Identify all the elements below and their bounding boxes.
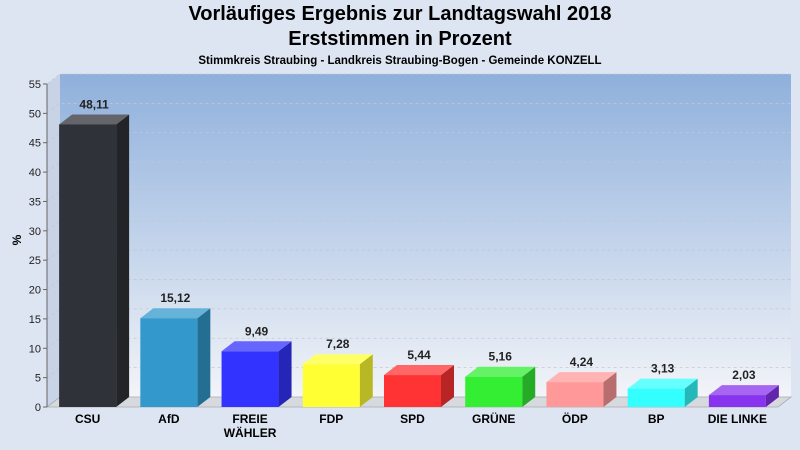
bar-front	[140, 318, 198, 407]
y-tick-label: 55	[29, 79, 41, 91]
bar-side	[441, 365, 454, 407]
x-tick-label: DIE LINKE	[708, 412, 767, 426]
bar-side	[684, 378, 698, 407]
bar-side	[522, 366, 536, 407]
bar-top	[59, 114, 130, 125]
bar	[546, 372, 617, 407]
x-tick-label: ÖDP	[562, 411, 588, 426]
data-label: 9,49	[245, 324, 269, 338]
y-tick-label: 25	[29, 255, 41, 267]
plot-back-wall	[60, 74, 791, 397]
bar	[302, 354, 373, 407]
x-tick-label: AfD	[158, 412, 180, 426]
bar-top	[627, 378, 698, 389]
chart-title: Vorläufiges Ergebnis zur Landtagswahl 20…	[188, 3, 612, 25]
bar-front	[627, 388, 685, 407]
y-axis-label: %	[10, 234, 24, 245]
data-label: 4,24	[570, 355, 594, 369]
bar-front	[546, 382, 604, 407]
bar-top	[384, 365, 454, 376]
y-tick-label: 35	[29, 196, 41, 208]
x-tick-label: SPD	[400, 412, 425, 426]
x-tick-label: FDP	[319, 412, 343, 426]
chart-subtitle: Erststimmen in Prozent	[288, 28, 512, 50]
y-tick-label: 50	[29, 108, 41, 120]
bar	[708, 385, 779, 407]
bar	[140, 308, 211, 407]
x-tick-label: CSU	[75, 412, 100, 426]
bar-top	[708, 385, 779, 396]
data-label: 3,13	[651, 362, 675, 376]
y-tick-label: 45	[29, 138, 41, 150]
data-label: 5,44	[407, 348, 431, 362]
y-tick-label: 10	[29, 343, 41, 355]
bar-top	[221, 341, 292, 352]
y-tick-label: 40	[29, 167, 41, 179]
bar-front	[221, 351, 279, 407]
y-tick-label: 20	[29, 285, 41, 297]
y-tick-label: 0	[35, 402, 41, 414]
y-tick-label: 5	[35, 373, 41, 385]
y-tick-label: 15	[29, 314, 41, 326]
bar	[465, 366, 536, 407]
data-label: 15,12	[160, 291, 190, 305]
bar	[627, 378, 698, 407]
bar-front	[384, 375, 441, 407]
bar-top	[302, 354, 373, 365]
plot-left-wall	[47, 74, 60, 407]
bar-front	[465, 376, 523, 407]
y-tick-label: 30	[29, 226, 41, 238]
bar	[221, 341, 292, 407]
data-label: 48,11	[79, 97, 109, 111]
chart-region-subtitle: Stimmkreis Straubing - Landkreis Straubi…	[198, 55, 602, 67]
bar	[384, 365, 454, 407]
data-label: 5,16	[489, 350, 513, 364]
bar-front	[302, 364, 360, 407]
data-label: 7,28	[326, 337, 350, 351]
data-label: 2,03	[732, 368, 756, 382]
bar-front	[59, 124, 117, 408]
bar-side	[197, 308, 211, 407]
x-tick-label: FREIE WÄHLER	[224, 412, 277, 440]
x-tick-label: BP	[648, 412, 665, 426]
bar-top	[465, 366, 536, 377]
bar-side	[278, 341, 292, 407]
bar-side	[603, 372, 617, 407]
bar-front	[708, 395, 766, 407]
x-tick-label: GRÜNE	[472, 411, 515, 426]
bar-side	[116, 114, 130, 408]
bar-side	[359, 354, 373, 407]
bar-side	[765, 385, 779, 407]
bar	[59, 114, 130, 408]
bar-top	[140, 308, 211, 319]
bar-top	[546, 372, 617, 383]
